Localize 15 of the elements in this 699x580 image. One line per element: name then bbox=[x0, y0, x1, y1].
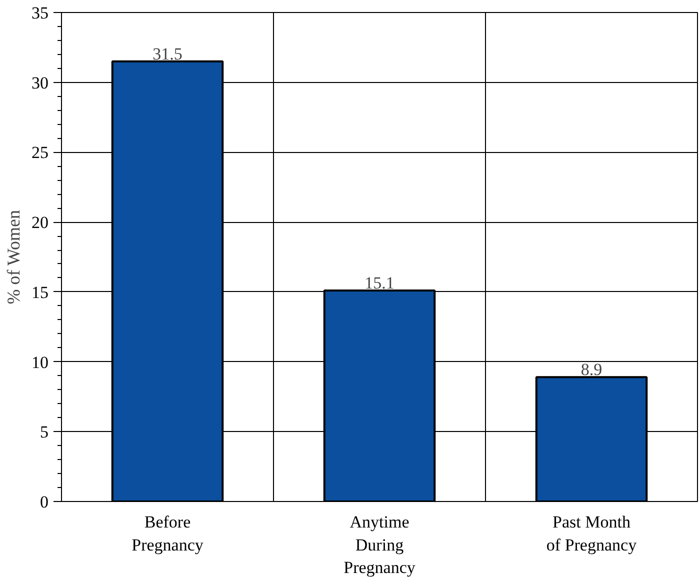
y-tick-label: 15 bbox=[32, 282, 48, 302]
y-tick-label: 35 bbox=[32, 4, 48, 22]
data-label: 8.9 bbox=[580, 360, 602, 380]
x-tick-label: Anytime During Pregnancy bbox=[344, 512, 416, 578]
y-tick-label: 10 bbox=[32, 352, 48, 372]
y-tick-label: 20 bbox=[32, 213, 48, 232]
y-tick-label: 5 bbox=[40, 422, 48, 442]
x-tick-label: Past Month of Pregnancy bbox=[546, 512, 638, 554]
y-tick-label: 0 bbox=[40, 492, 48, 512]
y-axis-title: % of Women bbox=[4, 210, 24, 304]
y-tick-label: 25 bbox=[32, 143, 48, 162]
x-tick-label: Before Pregnancy bbox=[132, 512, 204, 554]
data-label: 15.1 bbox=[364, 274, 394, 293]
data-label: 31.5 bbox=[152, 44, 182, 64]
y-tick-label: 30 bbox=[32, 73, 48, 92]
